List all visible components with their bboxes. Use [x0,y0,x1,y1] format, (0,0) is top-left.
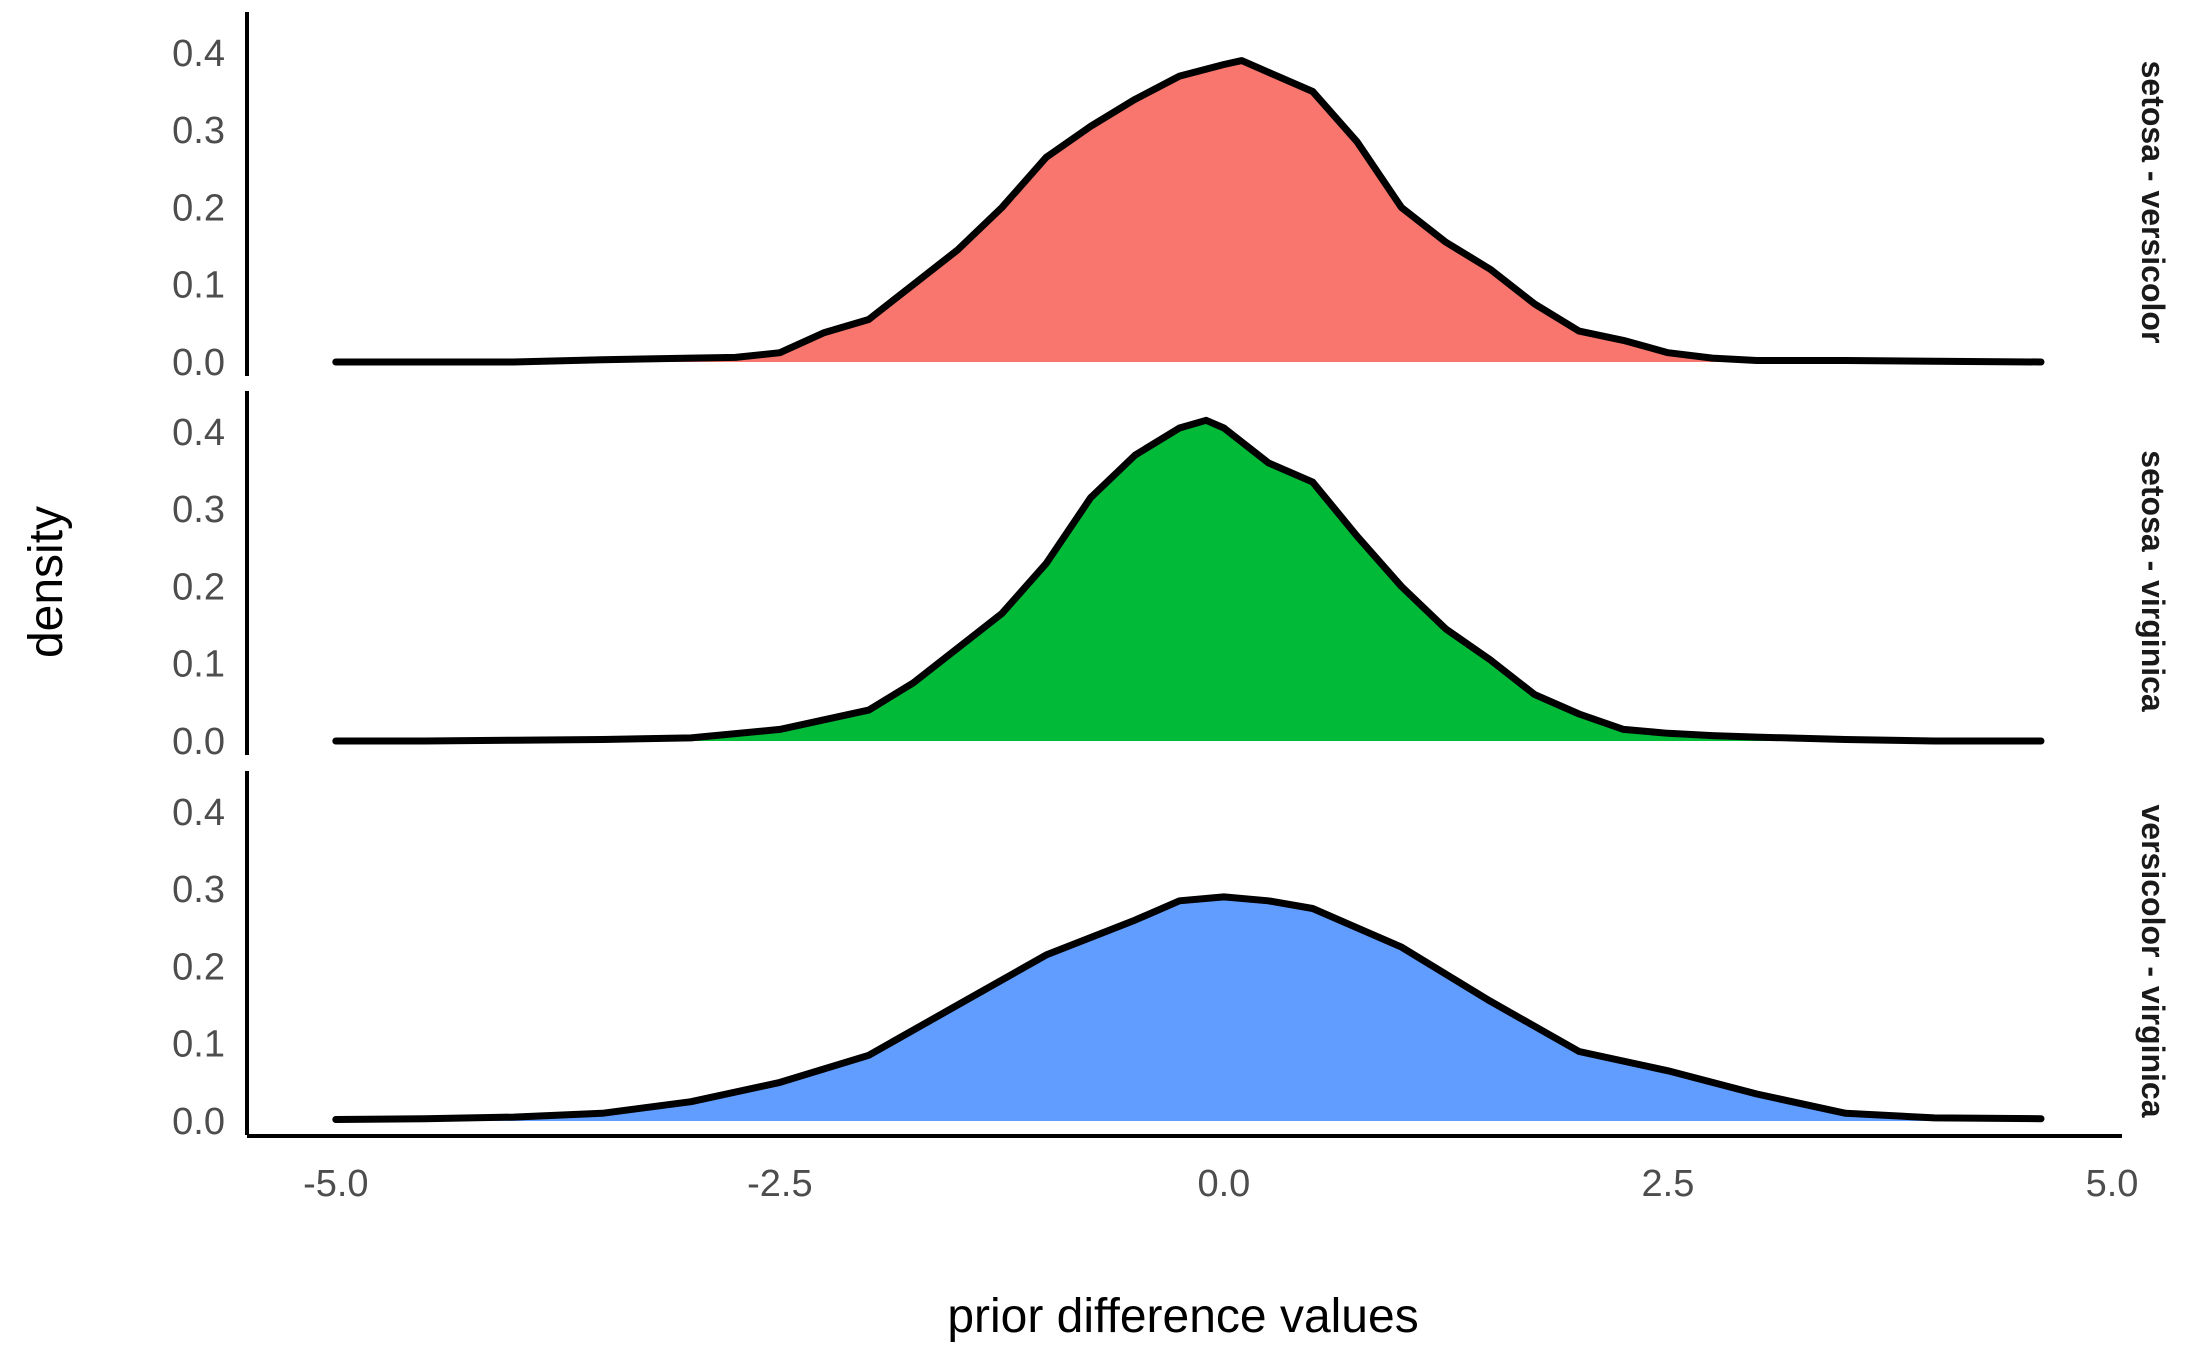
y-tick-label: 0.2 [172,566,225,608]
x-tick-label: 2.5 [1642,1163,1695,1205]
x-tick-label: -5.0 [303,1163,368,1205]
density-line-setosa-versicolor [332,57,2045,366]
density-area-versicolor-virginica [335,896,2041,1121]
density-area-setosa-virginica [335,420,2041,741]
density-line-versicolor-virginica [332,893,2045,1123]
y-tick-label: 0.0 [172,721,225,763]
y-tick-label: 0.1 [172,1024,225,1066]
y-tick-label: 0.3 [172,869,225,911]
strip-label-setosa-virginica: setosa - virginica [2135,450,2171,712]
density-line-setosa-virginica [332,416,2045,745]
y-tick-label: 0.2 [172,946,225,988]
x-tick-label: -2.5 [747,1163,812,1205]
y-tick-label: 0.4 [172,33,225,75]
x-tick-label: 0.0 [1197,1163,1250,1205]
strip-label-versicolor-virginica: versicolor - virginica [2135,804,2171,1117]
y-tick-label: 0.4 [172,792,225,834]
y-tick-label: 0.3 [172,110,225,152]
x-axis: -5.0 -2.5 0.0 2.5 5.0 [247,1134,2139,1205]
x-tick-label: 5.0 [2086,1163,2139,1205]
y-axis-title: density [20,506,73,658]
y-tick-label: 0.3 [172,489,225,531]
panel-versicolor-virginica: 0.0 0.1 0.2 0.3 0.4 versicolor - virginica [172,771,2171,1143]
density-area-setosa-versicolor [335,60,2041,362]
y-tick-label: 0.2 [172,187,225,229]
facet-panels: 0.0 0.1 0.2 0.3 0.4 setosa - versicolor 0.0 0.1… [172,12,2171,1143]
y-tick-label: 0.1 [172,265,225,307]
y-tick-label: 0.1 [172,644,225,686]
strip-label-setosa-versicolor: setosa - versicolor [2135,61,2171,344]
y-tick-label: 0.0 [172,342,225,384]
panel-setosa-versicolor: 0.0 0.1 0.2 0.3 0.4 setosa - versicolor [172,12,2171,384]
panel-setosa-virginica: 0.0 0.1 0.2 0.3 0.4 setosa - virginica [172,391,2171,763]
y-tick-label: 0.0 [172,1101,225,1143]
y-tick-label: 0.4 [172,412,225,454]
x-axis-title: prior difference values [947,1290,1418,1343]
